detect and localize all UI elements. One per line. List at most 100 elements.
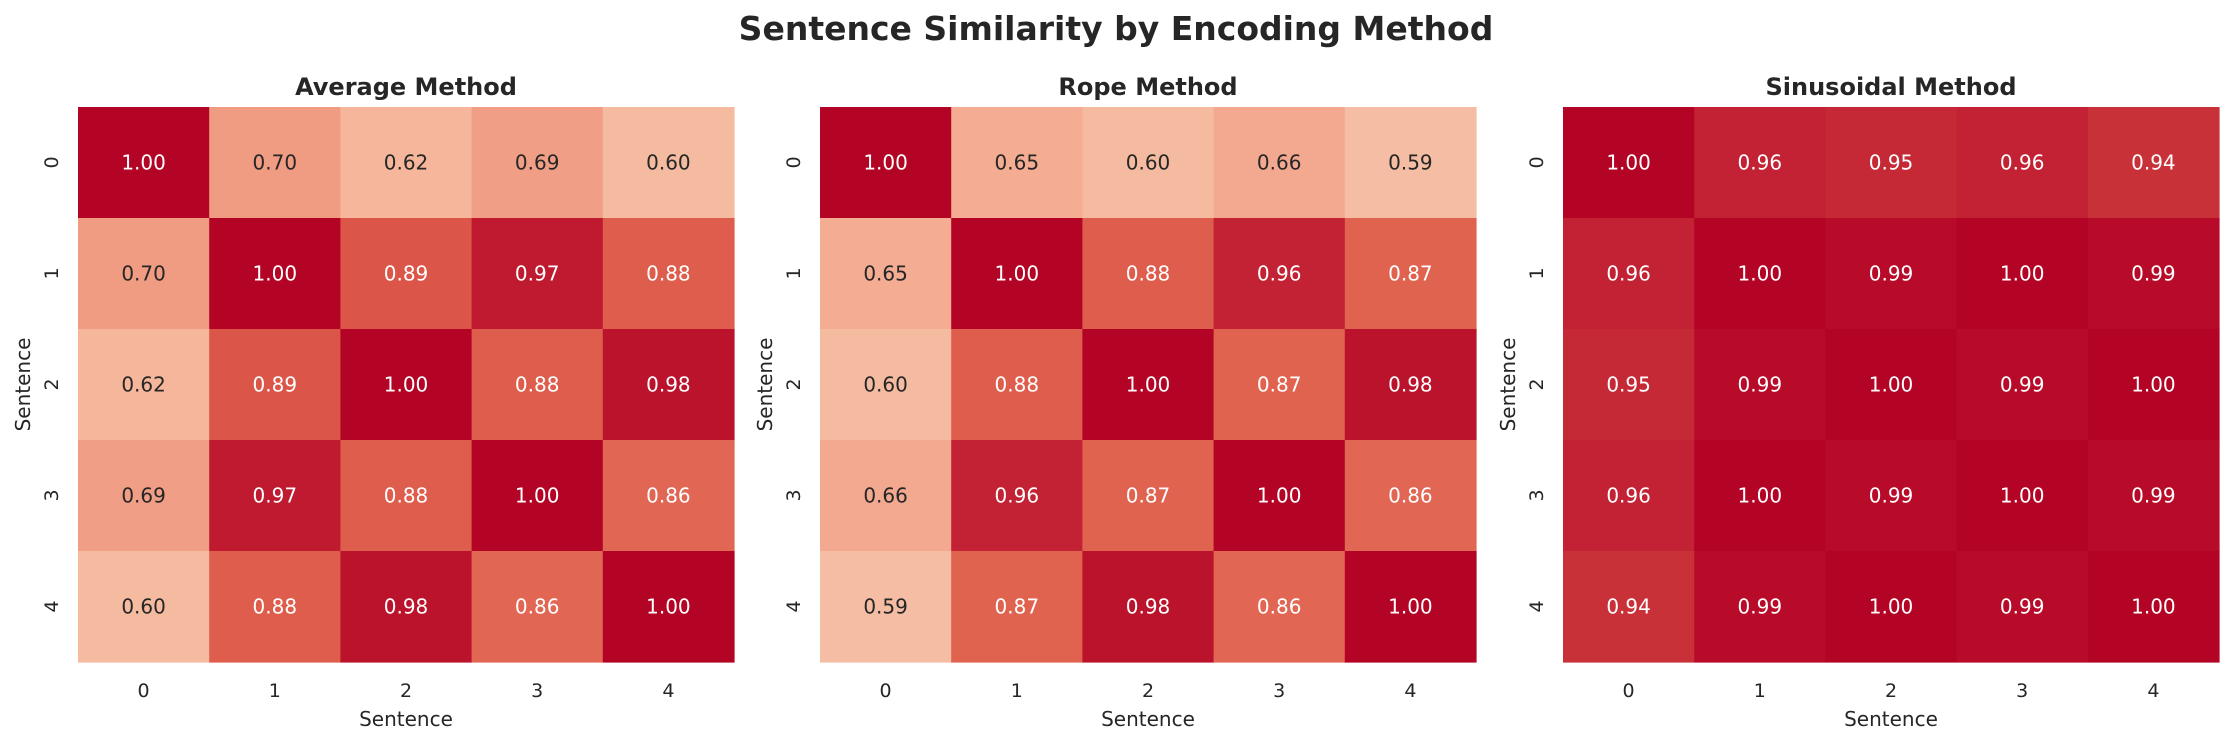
heatmap-cell [1213, 107, 1346, 219]
panel-title: Sinusoidal Method [1765, 73, 2016, 101]
heatmap-cell [2087, 440, 2220, 552]
heatmap-cell [209, 440, 341, 552]
cell-value-label: 0.99 [1869, 484, 1914, 508]
heatmap-cell [1956, 329, 2089, 441]
heatmap-cell [1082, 329, 1215, 441]
y-axis-label: Sentence [1496, 338, 1520, 432]
x-tick-label: 1 [1011, 680, 1023, 702]
heatmap-cell [1694, 551, 1826, 663]
y-tick-label: 1 [41, 267, 63, 279]
cell-value-label: 0.99 [1738, 595, 1783, 619]
heatmap-panel-1: Rope Method 1.00 0.65 0.60 0.66 0.59 0.65 1.00 0… [753, 73, 1477, 731]
cell-value-label: 1.00 [384, 373, 429, 397]
y-tick-label: 1 [1526, 267, 1548, 279]
cell-value-label: 0.60 [646, 151, 691, 175]
cell-value-label: 1.00 [1126, 373, 1171, 397]
heatmap-cell [820, 551, 952, 663]
cell-value-label: 0.86 [646, 484, 691, 508]
heatmap-cell [209, 107, 341, 219]
heatmap-cell [1956, 551, 2089, 663]
x-tick-label: 1 [269, 680, 281, 702]
panel-title: Rope Method [1058, 73, 1237, 101]
cell-value-label: 0.95 [1606, 373, 1651, 397]
x-tick-label: 4 [2147, 680, 2159, 702]
heatmap-cell [1344, 440, 1477, 552]
heatmap-cell [820, 107, 952, 219]
heatmap-cell [1825, 551, 1958, 663]
heatmap-cell [471, 107, 604, 219]
cell-value-label: 1.00 [1738, 262, 1783, 286]
y-tick-label: 4 [783, 600, 805, 612]
cell-value-label: 0.87 [1257, 373, 1302, 397]
cell-value-label: 0.88 [515, 373, 560, 397]
x-tick-label: 4 [662, 680, 674, 702]
cell-value-label: 0.99 [1738, 373, 1783, 397]
cell-value-label: 0.66 [863, 484, 908, 508]
heatmap-cell [1344, 218, 1477, 330]
heatmap-cell [602, 551, 735, 663]
heatmap-panel-2: Sinusoidal Method 1.00 0.96 0.95 0.96 0.94 0.9… [1496, 73, 2220, 731]
y-tick-label: 2 [41, 378, 63, 390]
heatmap-cell [1825, 440, 1958, 552]
heatmap-cell [209, 218, 341, 330]
cell-value-label: 0.88 [646, 262, 691, 286]
heatmap-cell [2087, 329, 2220, 441]
y-tick-label: 0 [41, 156, 63, 168]
cell-value-label: 0.96 [1606, 484, 1651, 508]
cell-value-label: 1.00 [2131, 595, 2176, 619]
heatmap-cell [951, 107, 1083, 219]
cell-value-label: 1.00 [863, 151, 908, 175]
heatmap-cell [209, 329, 341, 441]
heatmap-cell [1082, 440, 1215, 552]
cell-value-label: 0.65 [863, 262, 908, 286]
heatmap-cell [1213, 551, 1346, 663]
heatmap-cell [78, 218, 210, 330]
cell-value-label: 0.89 [253, 373, 298, 397]
cell-value-label: 0.99 [2131, 484, 2176, 508]
heatmap-cell [1563, 329, 1695, 441]
cell-value-label: 0.98 [384, 595, 429, 619]
cell-value-label: 0.96 [1257, 262, 1302, 286]
cell-value-label: 0.88 [253, 595, 298, 619]
heatmap-cell [340, 107, 473, 219]
y-tick-label: 2 [1526, 378, 1548, 390]
heatmap-cell [340, 551, 473, 663]
heatmap-cell [78, 551, 210, 663]
x-tick-label: 0 [138, 680, 150, 702]
heatmap-cell [1344, 551, 1477, 663]
x-tick-label: 2 [400, 680, 412, 702]
cell-value-label: 0.86 [1257, 595, 1302, 619]
cell-value-label: 0.88 [995, 373, 1040, 397]
heatmap-panel-0: Average Method 1.00 0.70 0.62 0.69 0.60 0.70 1.… [11, 73, 735, 731]
cell-value-label: 0.60 [863, 373, 908, 397]
heatmap-cell [1082, 218, 1215, 330]
heatmap-cell [1563, 107, 1695, 219]
y-tick-label: 0 [1526, 156, 1548, 168]
cell-value-label: 0.94 [2131, 151, 2176, 175]
y-tick-label: 0 [783, 156, 805, 168]
heatmap-cell [602, 329, 735, 441]
panel-title: Average Method [295, 73, 517, 101]
heatmap-cell [1956, 440, 2089, 552]
cell-value-label: 0.59 [863, 595, 908, 619]
heatmap-cell [1825, 218, 1958, 330]
heatmap-cell [1563, 440, 1695, 552]
y-tick-label: 2 [783, 378, 805, 390]
cell-value-label: 0.66 [1257, 151, 1302, 175]
cell-value-label: 0.98 [1126, 595, 1171, 619]
cell-value-label: 0.96 [2000, 151, 2045, 175]
cell-value-label: 0.99 [2000, 595, 2045, 619]
cell-value-label: 1.00 [121, 151, 166, 175]
cell-value-label: 1.00 [1388, 595, 1433, 619]
cell-value-label: 0.62 [121, 373, 166, 397]
cell-value-label: 0.87 [995, 595, 1040, 619]
cell-value-label: 1.00 [1869, 373, 1914, 397]
cell-value-label: 0.94 [1606, 595, 1651, 619]
y-tick-label: 3 [41, 489, 63, 501]
heatmap-cell [1956, 218, 2089, 330]
heatmap-cell [1694, 440, 1826, 552]
cell-value-label: 0.59 [1388, 151, 1433, 175]
cell-value-label: 0.88 [384, 484, 429, 508]
cell-value-label: 0.62 [384, 151, 429, 175]
